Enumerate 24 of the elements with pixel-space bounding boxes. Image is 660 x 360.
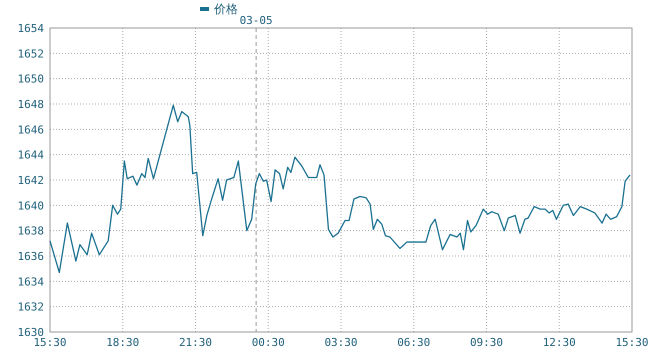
y-tick-label: 1646	[18, 123, 44, 136]
x-tick-label: 09:30	[470, 336, 504, 349]
y-tick-label: 1642	[18, 174, 44, 187]
y-tick-label: 1648	[18, 98, 44, 111]
y-tick-label: 1630	[18, 326, 44, 339]
y-tick-label: 1654	[18, 22, 44, 35]
x-tick-label: 15:30	[33, 336, 67, 349]
x-tick-label: 18:30	[106, 336, 140, 349]
ref-line-label: 03-05	[240, 14, 273, 27]
y-tick-label: 1650	[18, 72, 44, 86]
x-tick-label: 15:30	[615, 336, 649, 349]
x-tick-label: 03:30	[324, 336, 358, 349]
y-tick-label: 1638	[18, 224, 44, 238]
y-tick-label: 1636	[18, 250, 44, 263]
y-tick-label: 1640	[18, 199, 44, 212]
x-tick-label: 21:30	[178, 336, 212, 349]
x-tick-label: 06:30	[397, 336, 430, 349]
legend-label: 价格	[213, 2, 238, 16]
y-tick-label: 1632	[18, 300, 44, 314]
x-tick-label: 12:30	[542, 336, 576, 349]
y-tick-label: 1644	[18, 148, 44, 162]
y-tick-label: 1652	[18, 47, 44, 60]
y-tick-label: 1634	[18, 275, 44, 288]
x-tick-label: 00:30	[252, 336, 285, 349]
